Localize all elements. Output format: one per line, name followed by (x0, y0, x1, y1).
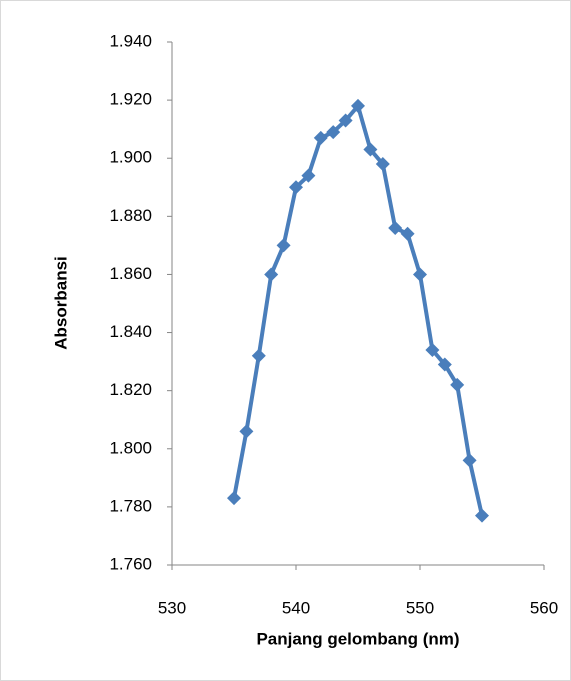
x-axis-title: Panjang gelombang (nm) (256, 629, 459, 648)
data-marker (400, 226, 415, 241)
data-marker (462, 453, 477, 468)
data-marker (388, 220, 403, 235)
data-marker (251, 348, 266, 363)
y-tick-label: 1.840 (109, 322, 152, 341)
x-tick-label: 540 (282, 598, 310, 617)
x-tick-label: 550 (406, 598, 434, 617)
data-marker (326, 125, 341, 140)
y-tick-label: 1.820 (109, 380, 152, 399)
y-tick-label: 1.780 (109, 496, 152, 515)
data-marker (413, 267, 427, 282)
data-marker (437, 357, 452, 372)
data-marker (425, 342, 440, 357)
data-marker (450, 377, 465, 392)
data-marker (338, 113, 353, 128)
data-marker (351, 98, 365, 113)
data-marker (276, 238, 291, 253)
data-marker (289, 180, 303, 195)
data-marker (301, 168, 316, 183)
data-marker (313, 130, 328, 145)
data-marker (375, 157, 390, 172)
y-tick-label: 1.880 (109, 206, 152, 225)
x-tick-label: 560 (530, 598, 558, 617)
data-marker (239, 424, 254, 439)
y-tick-label: 1.900 (109, 148, 152, 167)
y-axis-title: Absorbansi (51, 256, 70, 350)
data-marker (264, 267, 279, 282)
x-tick-label: 530 (158, 598, 186, 617)
y-tick-label: 1.760 (109, 554, 152, 573)
y-tick-label: 1.800 (109, 438, 152, 457)
data-marker (363, 142, 378, 157)
y-tick-label: 1.940 (109, 31, 152, 50)
data-marker (227, 491, 241, 506)
data-marker (475, 508, 489, 523)
y-tick-label: 1.860 (109, 264, 152, 283)
y-tick-label: 1.920 (109, 90, 152, 109)
